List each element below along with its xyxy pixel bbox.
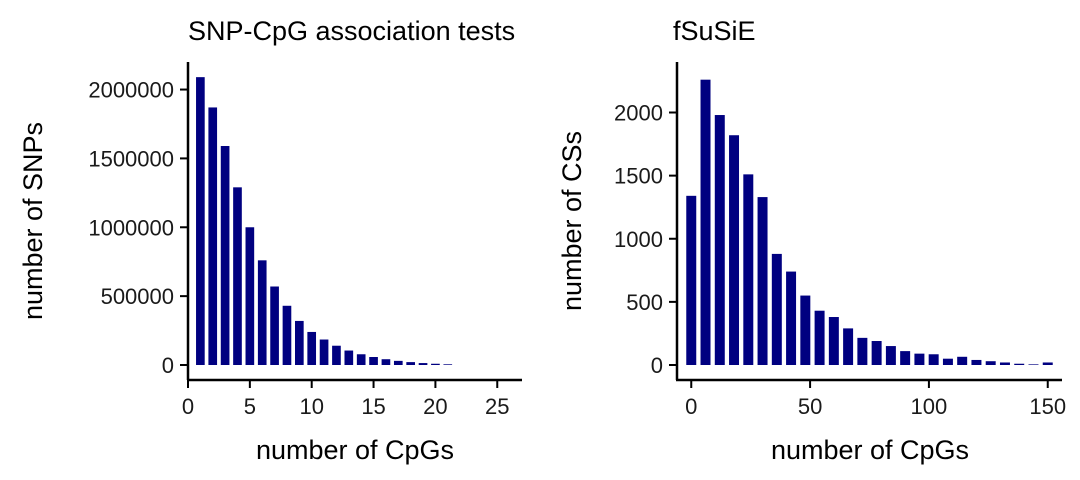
bar [757,197,768,365]
bar [431,363,440,365]
bar [319,339,329,365]
panel-snp-cpg: SNP-CpG association tests 0 500000 1000000… [18,16,522,465]
y-axis-title: number of SNPs [18,122,48,320]
bar [900,351,911,365]
bar [914,353,925,365]
bar [307,331,317,365]
y-tick-label: 1500000 [88,146,174,171]
bar [406,362,415,365]
bar [985,361,996,365]
x-axis-title: number of CpGs [771,435,969,465]
x-tick-label: 5 [244,394,256,419]
bar [1042,362,1053,365]
y-ticks: 0 500000 1000000 1500000 2000000 [88,78,188,378]
bar [700,79,711,366]
x-tick-label: 150 [1029,394,1066,419]
bar [942,358,953,365]
bar [999,362,1010,365]
y-tick-label: 0 [651,353,663,378]
bar [814,310,825,365]
x-axis-title: number of CpGs [256,435,454,465]
y-tick-label: 500 [626,290,663,315]
bar [786,271,797,365]
x-tick-label: 20 [423,394,447,419]
bar [196,77,205,366]
x-tick-label: 0 [182,394,194,419]
bar [245,227,255,365]
y-ticks: 0 500 1000 1500 2000 [614,101,677,378]
bar [369,357,378,365]
bar [344,350,354,365]
bar [1028,364,1039,365]
bar [885,346,896,365]
bar [393,360,403,365]
bar [857,337,868,365]
chart-title: SNP-CpG association tests [188,16,515,46]
bar [771,253,782,365]
y-tick-label: 2000000 [88,78,174,103]
bar-series [686,79,1053,366]
bar [686,195,697,365]
chart-title: fSuSiE [673,16,756,46]
bar [270,286,279,365]
y-tick-label: 500000 [101,284,174,309]
x-tick-label: 100 [911,394,948,419]
bar [208,107,218,365]
y-tick-label: 1000000 [88,215,174,240]
y-tick-label: 1000 [614,227,663,252]
bar [220,146,230,365]
bar [800,295,811,365]
y-axis-title: number of CSs [557,131,587,311]
bar [843,328,854,365]
y-tick-label: 2000 [614,101,663,126]
x-tick-label: 0 [685,394,697,419]
bar [1014,363,1025,365]
bar [957,356,968,365]
y-tick-label: 0 [162,353,174,378]
bar [295,320,304,365]
panel-fsusie: fSuSiE 0 500 1000 1500 2000 0 50 100 150 number… [557,16,1066,465]
bar [743,174,754,365]
bar [282,305,292,365]
bar [971,359,982,365]
bar [729,135,740,365]
bar [418,363,428,365]
x-ticks: 0 50 100 150 [685,380,1066,419]
x-tick-label: 10 [299,394,323,419]
bar-series [196,77,453,366]
bar [871,341,882,365]
bar [257,260,267,365]
bar [828,317,839,365]
bar [443,364,453,365]
x-tick-label: 25 [485,394,509,419]
bar [356,354,366,365]
y-tick-label: 1500 [614,164,663,189]
bar [714,115,725,365]
bar [928,354,939,365]
x-tick-label: 15 [361,394,385,419]
x-tick-label: 50 [798,394,822,419]
bar [233,187,242,365]
bar [381,359,391,365]
x-ticks: 0 5 10 15 20 25 [182,380,510,419]
bar [332,345,341,365]
